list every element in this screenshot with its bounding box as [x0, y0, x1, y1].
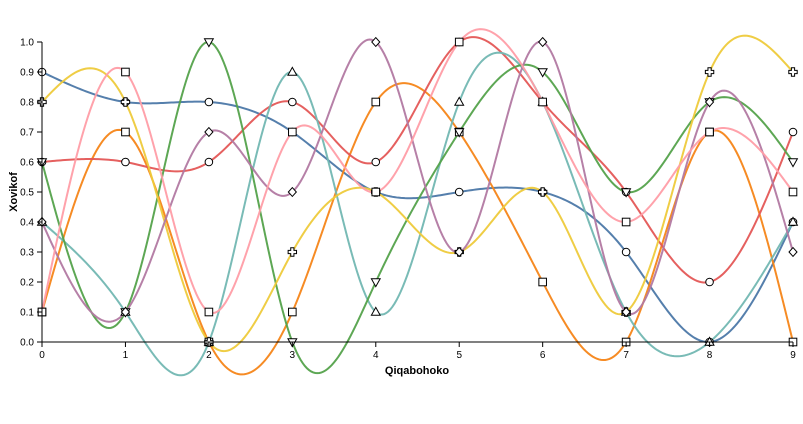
data-point-s2-1 — [121, 127, 130, 137]
data-point-s8-3 — [288, 127, 297, 137]
y-tick-label-10: 1.0 — [20, 38, 34, 49]
data-point-s8-4 — [371, 187, 381, 197]
x-tick-label-6: 6 — [540, 350, 546, 361]
y-tick-label-2: 0.2 — [20, 278, 34, 289]
data-point-s3-4 — [371, 157, 381, 167]
data-point-s4-3 — [287, 66, 298, 76]
data-point-s1-5 — [454, 187, 464, 197]
data-point-s3-9 — [788, 127, 798, 137]
series-layer — [41, 28, 794, 377]
series-line-1 — [41, 71, 794, 344]
data-point-s2-6 — [538, 277, 547, 287]
data-point-s3-1 — [121, 157, 130, 167]
x-tick-label-2: 2 — [206, 350, 212, 361]
y-tick-label-4: 0.4 — [20, 218, 34, 229]
data-point-s5-6 — [537, 68, 548, 78]
data-point-s7-8 — [704, 96, 715, 108]
data-point-s6-1 — [120, 97, 131, 107]
x-tick-label-1: 1 — [123, 350, 129, 361]
y-tick-label-6: 0.6 — [20, 158, 34, 169]
x-tick-label-3: 3 — [290, 350, 296, 361]
data-point-s7-7 — [621, 306, 631, 318]
x-tick-label-7: 7 — [623, 350, 629, 361]
data-point-s5-5 — [453, 128, 465, 138]
x-axis-title: Qiqabohoko — [385, 365, 449, 377]
data-point-s8-5 — [454, 37, 464, 47]
data-point-s4-5 — [453, 96, 465, 106]
data-point-s8-7 — [621, 217, 631, 227]
data-point-s7-2 — [204, 126, 214, 138]
data-point-s3-2 — [204, 157, 214, 167]
data-point-s8-2 — [204, 307, 214, 317]
x-tick-label-9: 9 — [790, 350, 796, 361]
data-point-s5-9 — [787, 158, 799, 168]
y-tick-label-8: 0.8 — [20, 98, 34, 109]
data-point-s6-6 — [537, 187, 548, 197]
series-line-5 — [41, 40, 794, 375]
data-point-s4-4 — [370, 306, 382, 316]
data-point-s6-9 — [788, 67, 798, 77]
data-point-s6-8 — [704, 67, 715, 77]
x-tick-label-8: 8 — [707, 350, 713, 361]
data-point-s7-6 — [537, 36, 548, 48]
y-axis-title: Xovikof — [8, 172, 20, 212]
data-point-s2-3 — [288, 307, 297, 317]
data-point-s1-7 — [621, 247, 631, 257]
data-point-s7-9 — [788, 246, 798, 258]
data-point-s8-8 — [705, 127, 714, 137]
y-tick-label-3: 0.3 — [20, 248, 34, 259]
data-point-s2-4 — [371, 97, 381, 107]
y-tick-label-9: 0.9 — [20, 68, 34, 79]
series-line-7 — [41, 38, 794, 323]
y-tick-label-0: 0.0 — [20, 338, 34, 349]
series-line-2 — [41, 82, 794, 376]
x-tick-label-5: 5 — [456, 350, 462, 361]
data-point-s1-2 — [204, 97, 214, 107]
axes-layer: 0 1 2 3 4 5 6 7 8 9 0.0 0.1 0.2 0.3 0.4 0.5 0.6 0.7 0.8 0.9… — [20, 38, 796, 362]
data-point-s5-4 — [370, 278, 382, 288]
x-tick-label-0: 0 — [39, 350, 45, 361]
y-tick-label-1: 0.1 — [20, 308, 34, 319]
series-line-6 — [41, 34, 794, 353]
series-line-3 — [41, 36, 794, 284]
data-point-s8-9 — [788, 187, 798, 197]
y-tick-label-7: 0.7 — [20, 128, 34, 139]
data-point-s6-3 — [287, 247, 298, 257]
data-point-s5-2 — [203, 38, 215, 48]
data-point-s8-1 — [121, 67, 130, 77]
series-line-4 — [41, 51, 794, 377]
data-point-s7-4 — [371, 36, 381, 48]
data-point-s5-7 — [620, 188, 632, 198]
series-line-8 — [41, 28, 794, 315]
x-tick-label-4: 4 — [373, 350, 379, 361]
data-point-s8-6 — [538, 97, 547, 107]
marker-layer — [36, 36, 799, 348]
data-point-s7-5 — [454, 246, 464, 258]
data-point-s7-3 — [287, 186, 298, 198]
data-point-s7-1 — [120, 306, 131, 318]
data-point-s3-8 — [705, 277, 714, 287]
data-point-s3-3 — [288, 97, 297, 107]
y-tick-label-5: 0.5 — [20, 188, 34, 199]
data-point-s4-9 — [787, 216, 799, 226]
